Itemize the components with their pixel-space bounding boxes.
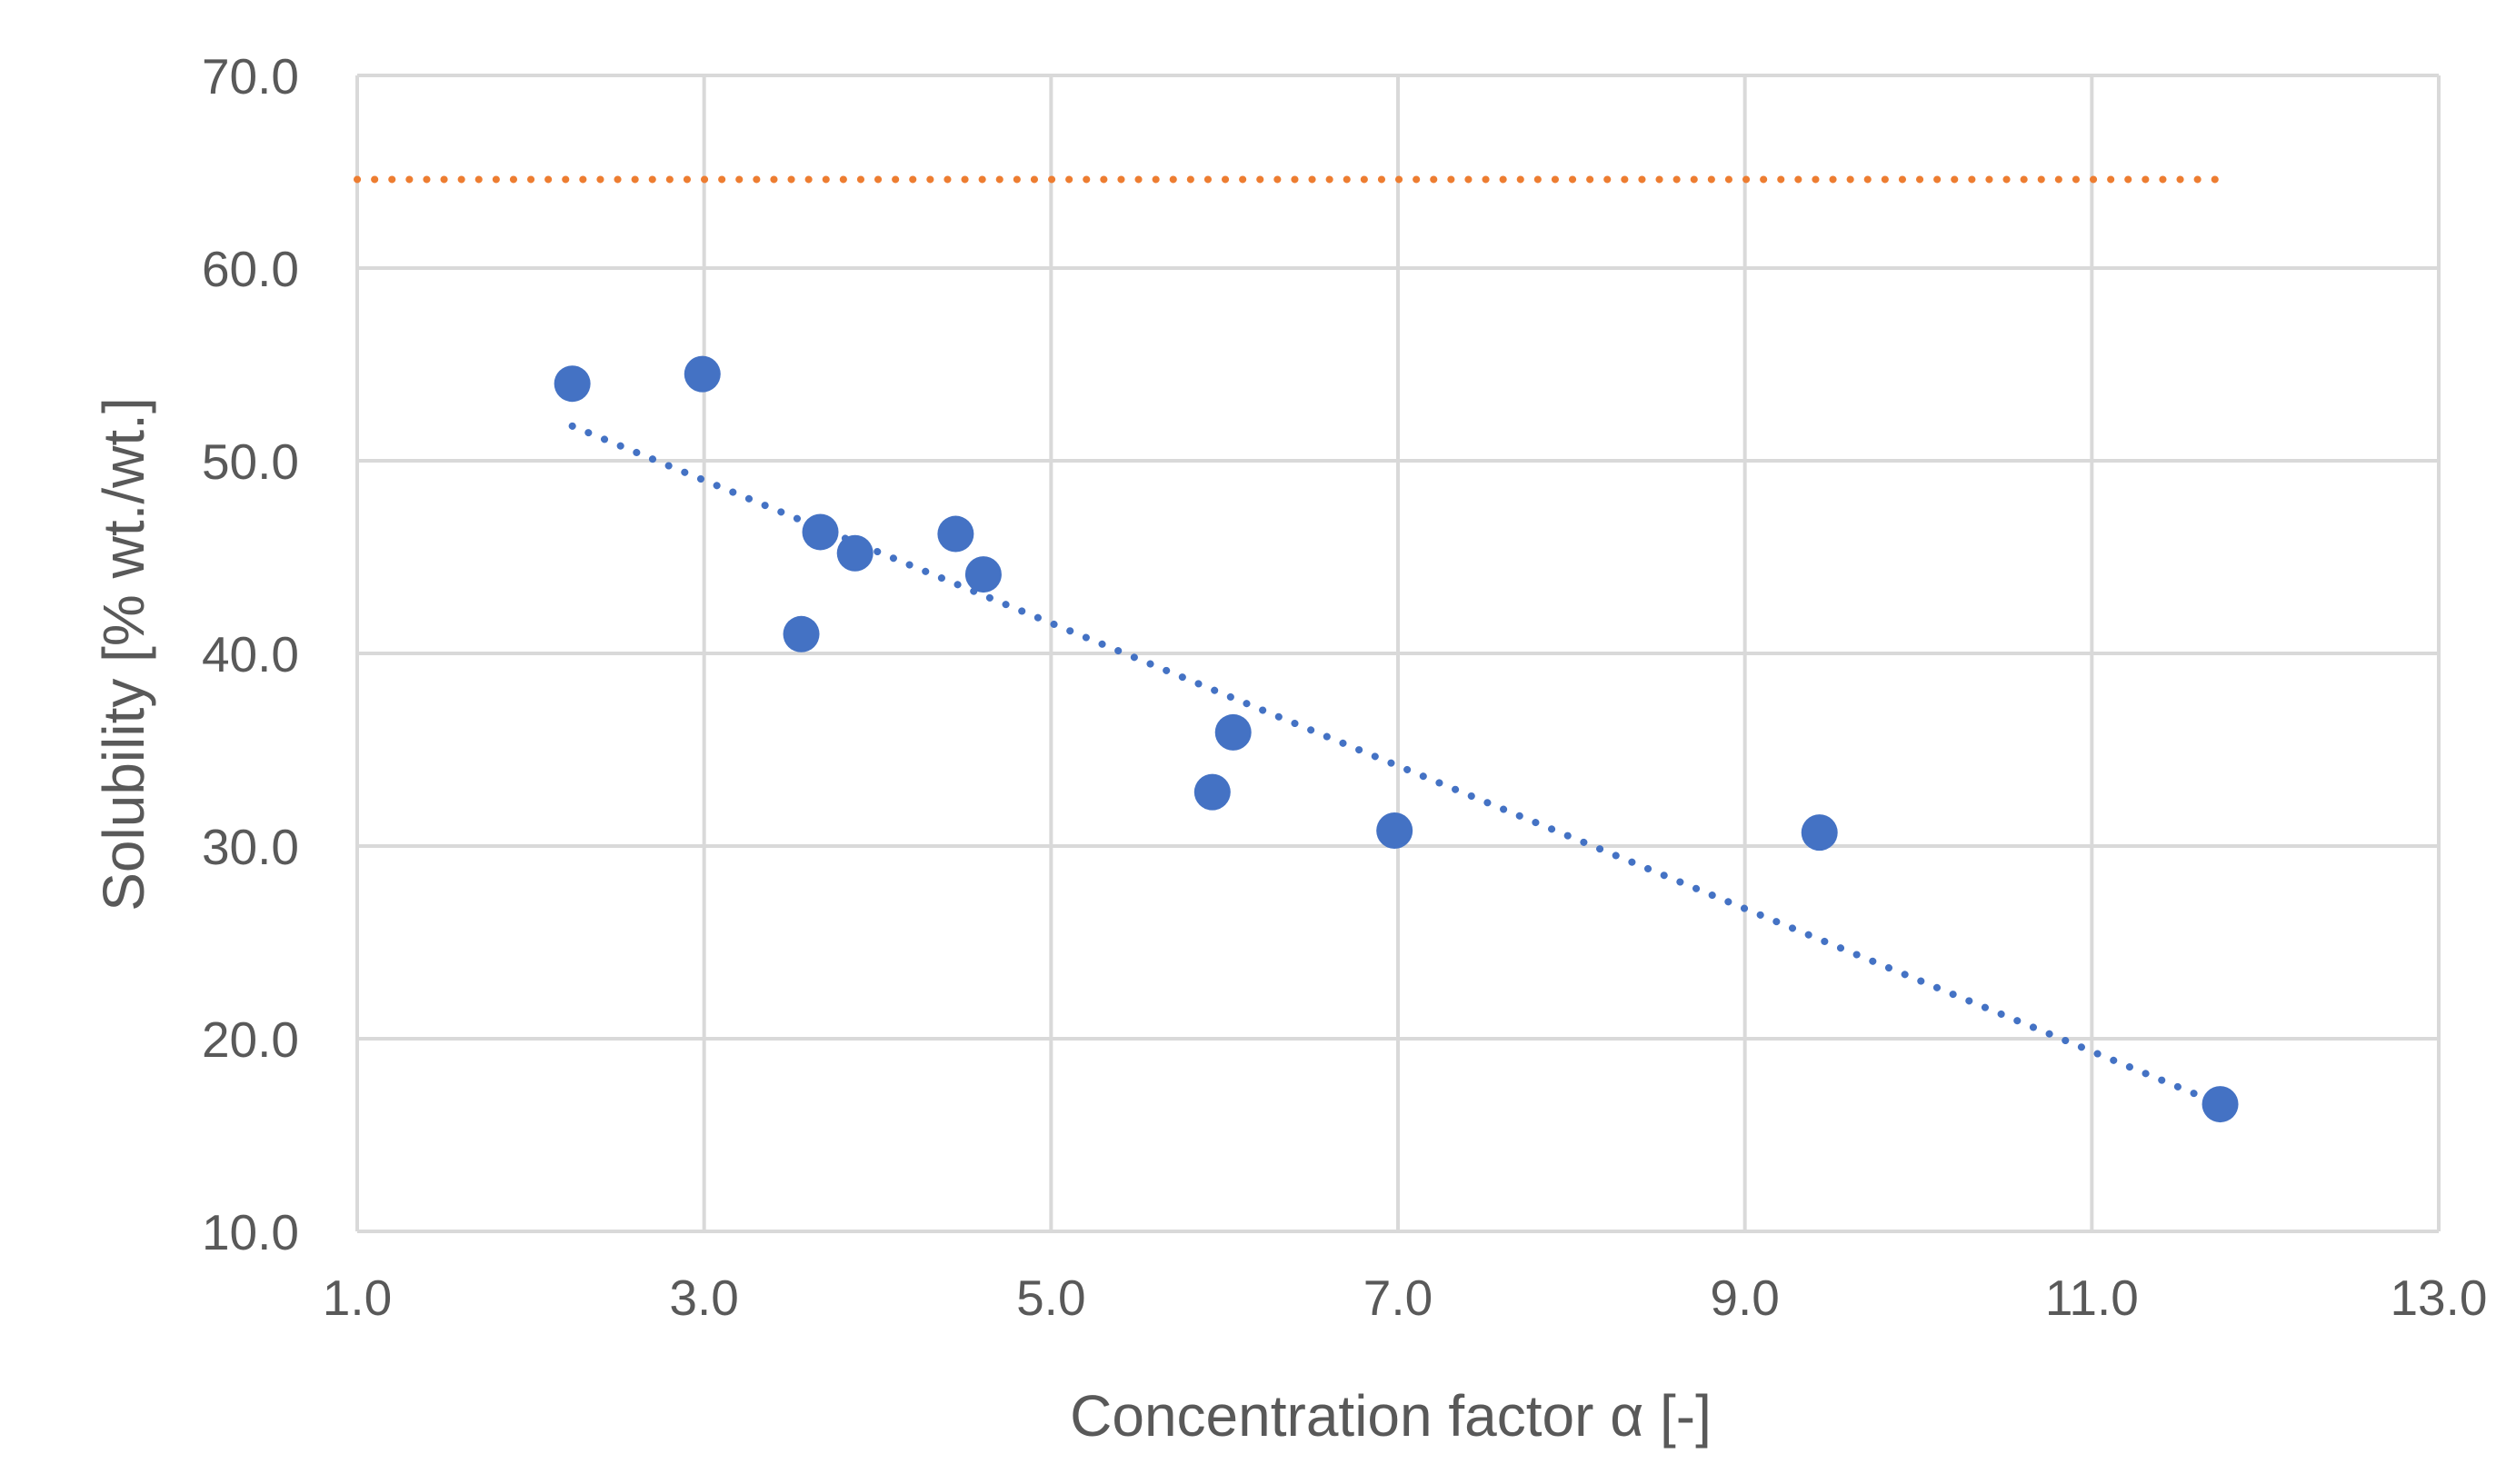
- data-point: [554, 365, 591, 403]
- x-tick-label: 3.0: [669, 1270, 738, 1326]
- data-point: [2202, 1086, 2239, 1123]
- x-tick-label: 9.0: [1710, 1270, 1779, 1326]
- y-tick-label: 70.0: [202, 48, 299, 105]
- data-point: [1214, 713, 1252, 751]
- y-tick-label: 60.0: [202, 241, 299, 297]
- tick-label-layer: 1.0 3.0 5.0 7.0 9.0 11.0 13.0 10.0 20.0 30.0 40.0 5…: [202, 48, 2488, 1326]
- y-axis-title: Solubility [% wt./wt.]: [91, 397, 156, 911]
- y-tick-label: 20.0: [202, 1011, 299, 1068]
- data-point: [836, 534, 874, 572]
- data-point: [964, 556, 1002, 593]
- data-point: [783, 615, 820, 652]
- data-point: [1801, 814, 1838, 852]
- data-point: [1193, 773, 1231, 811]
- data-point: [802, 513, 839, 551]
- data-point: [937, 515, 974, 553]
- y-tick-label: 50.0: [202, 433, 299, 490]
- grid-layer: [355, 74, 2441, 1233]
- data-point: [684, 355, 721, 393]
- y-tick-label: 40.0: [202, 626, 299, 682]
- x-tick-label: 5.0: [1016, 1270, 1085, 1326]
- x-tick-label: 13.0: [2390, 1270, 2487, 1326]
- x-tick-label: 1.0: [323, 1270, 392, 1326]
- y-tick-label: 30.0: [202, 819, 299, 875]
- data-point: [1376, 812, 1413, 850]
- x-axis-title: Concentration factor α [-]: [1070, 1383, 1712, 1449]
- x-tick-label: 7.0: [1363, 1270, 1433, 1326]
- trendline-layer: [354, 175, 2224, 1109]
- y-tick-label: 10.0: [202, 1204, 299, 1260]
- data-point-layer: [554, 355, 2239, 1123]
- x-tick-label: 11.0: [2045, 1270, 2139, 1326]
